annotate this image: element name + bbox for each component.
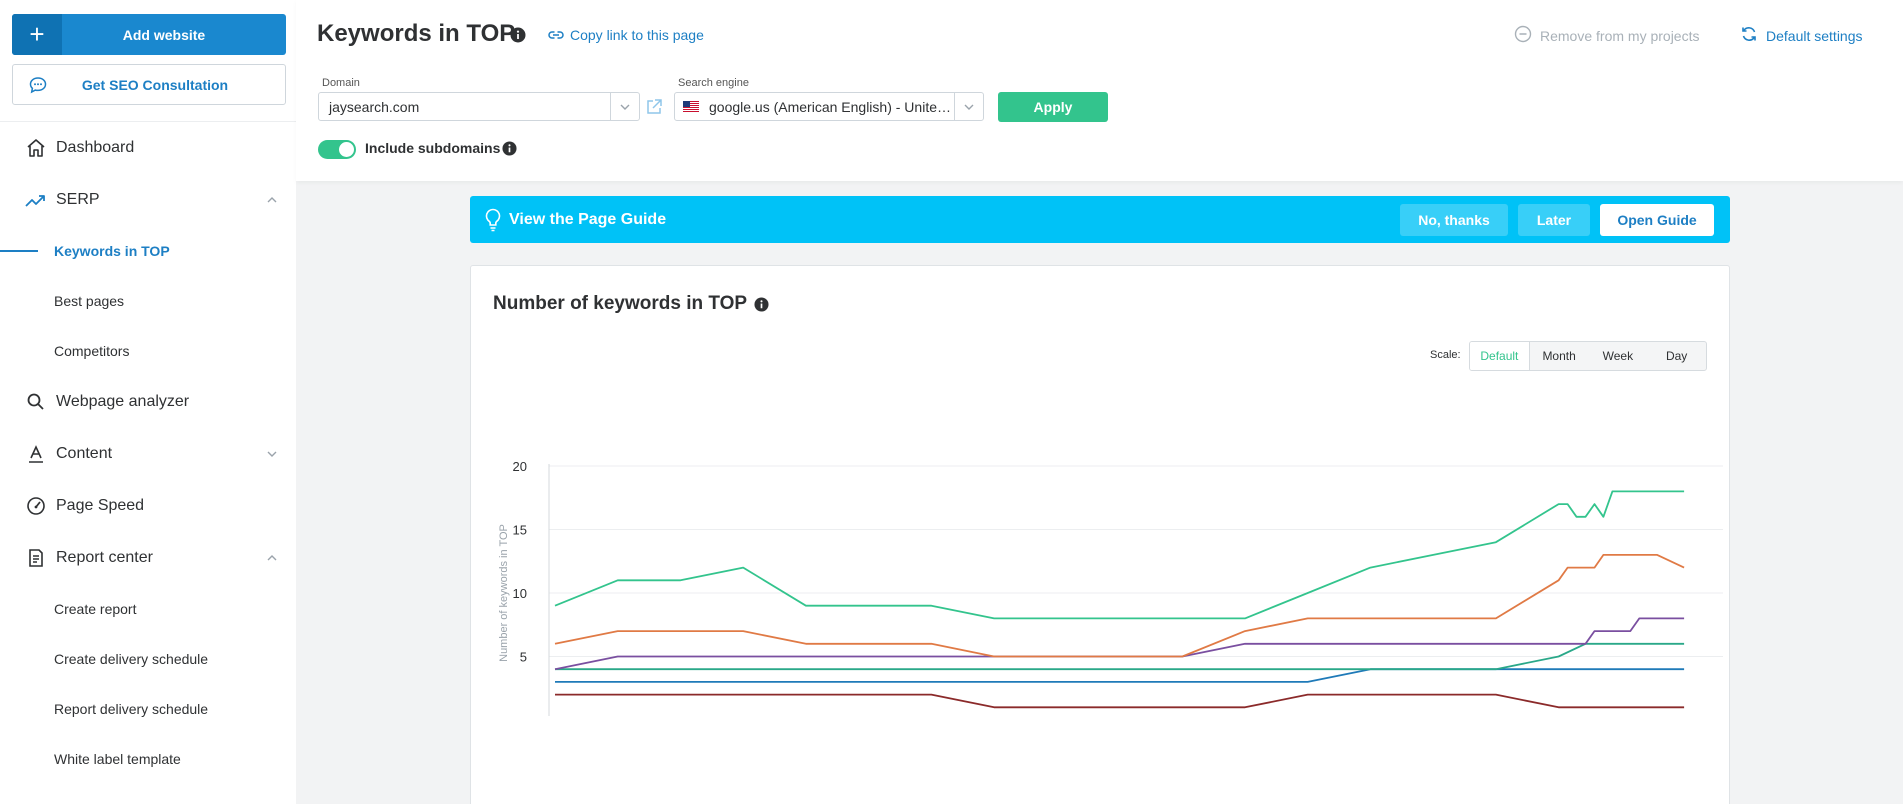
- us-flag-icon: [683, 101, 699, 112]
- plus-icon: +: [12, 14, 62, 55]
- sidebar-item-best-pages[interactable]: Best pages: [54, 293, 125, 309]
- series-line-top-3: [555, 668, 1685, 683]
- keywords-chart-card: Number of keywords in TOP Scale: Default…: [470, 265, 1730, 804]
- chevron-down-icon[interactable]: [954, 93, 983, 120]
- text-format-icon: [0, 444, 56, 464]
- home-icon: [0, 138, 56, 158]
- remove-from-projects-label: Remove from my projects: [1540, 27, 1700, 44]
- scale-label: Scale:: [1430, 349, 1461, 361]
- y-axis-title: Number of keywords in TOP: [498, 524, 510, 662]
- domain-label: Domain: [322, 77, 360, 89]
- chevron-up-icon[interactable]: [248, 196, 296, 204]
- sidebar: + Add website Get SEO Consultation Dashb…: [0, 0, 296, 804]
- scale-option-day[interactable]: Day: [1665, 349, 1688, 363]
- sidebar-item-create-report[interactable]: Create report: [54, 601, 137, 617]
- add-website-button[interactable]: + Add website: [12, 14, 286, 55]
- apply-button[interactable]: Apply: [998, 92, 1108, 122]
- y-tick-label: 5: [520, 650, 527, 665]
- chat-bubble-icon: [13, 76, 63, 94]
- copy-link-button[interactable]: Copy link to this page: [548, 27, 704, 43]
- sidebar-item-label: Page Speed: [56, 497, 145, 514]
- search-engine-select[interactable]: google.us (American English) - United St…: [674, 92, 984, 121]
- toggle-knob: [339, 142, 354, 157]
- page-guide-text: View the Page Guide: [509, 211, 667, 228]
- sidebar-item-create-delivery-schedule[interactable]: Create delivery schedule: [54, 651, 209, 667]
- page-header: Keywords in TOP Copy link to this page R…: [296, 0, 1903, 181]
- sidebar-item-keywords-in-top[interactable]: Keywords in TOP: [54, 243, 170, 259]
- chart-title: Number of keywords in TOP: [493, 293, 748, 314]
- y-tick-label: 20: [513, 459, 527, 474]
- sidebar-item-content[interactable]: Content: [0, 436, 296, 472]
- chevron-up-icon[interactable]: [248, 554, 296, 562]
- sidebar-item-dashboard[interactable]: Dashboard: [0, 130, 296, 166]
- link-icon: [548, 27, 564, 43]
- series-line-top-100: [554, 490, 1685, 620]
- chevron-down-icon[interactable]: [610, 93, 639, 120]
- series-line-top-10: [555, 642, 1685, 671]
- include-subdomains-label: Include subdomains: [365, 140, 501, 156]
- scale-selector: Default Month Week Day: [1469, 341, 1707, 371]
- page-guide-banner: View the Page Guide No, thanks Later Ope…: [470, 196, 1730, 243]
- sidebar-item-page-speed[interactable]: Page Speed: [0, 488, 296, 524]
- y-tick-label: 0: [520, 713, 527, 716]
- no-thanks-button[interactable]: No, thanks: [1400, 204, 1508, 236]
- seo-consultation-button[interactable]: Get SEO Consultation: [12, 64, 286, 105]
- sidebar-item-label: Report center: [56, 549, 153, 566]
- search-icon: [0, 392, 56, 412]
- sidebar-item-competitors[interactable]: Competitors: [54, 343, 130, 359]
- info-icon[interactable]: [754, 296, 769, 312]
- chart-card-title: Number of keywords in TOP: [493, 293, 769, 315]
- external-link-icon[interactable]: [645, 98, 663, 121]
- report-icon: [0, 548, 56, 568]
- trending-up-icon: [0, 192, 56, 208]
- seo-consultation-label: Get SEO Consultation: [81, 76, 229, 93]
- open-guide-button[interactable]: Open Guide: [1600, 204, 1714, 236]
- sidebar-item-label: Dashboard: [56, 139, 135, 156]
- copy-link-label: Copy link to this page: [570, 27, 704, 43]
- search-engine-label: Search engine: [678, 77, 749, 89]
- info-icon[interactable]: [510, 27, 526, 48]
- page-title: Keywords in TOP: [317, 20, 516, 47]
- refresh-icon: [1740, 25, 1758, 46]
- speedometer-icon: [0, 496, 56, 516]
- sidebar-item-webpage-analyzer[interactable]: Webpage analyzer: [0, 384, 296, 420]
- sidebar-item-label: SERP: [56, 191, 100, 208]
- series-line-top-30: [554, 617, 1685, 671]
- lightbulb-icon: [484, 208, 502, 237]
- y-tick-label: 10: [513, 586, 527, 601]
- minus-circle-icon: [1514, 25, 1532, 46]
- later-button[interactable]: Later: [1518, 204, 1590, 236]
- default-settings-button[interactable]: Default settings: [1740, 25, 1863, 46]
- active-indicator: [0, 250, 38, 252]
- scale-option-month[interactable]: Month: [1542, 349, 1576, 363]
- series-line-top-50: [554, 553, 1685, 658]
- sidebar-item-white-label-template[interactable]: White label template: [54, 751, 181, 767]
- sidebar-item-label: Content: [56, 445, 113, 462]
- info-icon[interactable]: [502, 141, 517, 161]
- default-settings-label: Default settings: [1766, 27, 1863, 44]
- remove-from-projects-button[interactable]: Remove from my projects: [1514, 25, 1699, 46]
- include-subdomains-toggle[interactable]: [318, 140, 356, 159]
- sidebar-item-report-center[interactable]: Report center: [0, 540, 296, 576]
- keywords-line-chart: 05101520Number of keywords in TOPJan 23F…: [498, 459, 1723, 716]
- series-line-top-1: [555, 693, 1685, 709]
- sidebar-item-serp[interactable]: SERP: [0, 182, 296, 218]
- y-tick-label: 15: [513, 523, 527, 538]
- add-website-label: Add website: [122, 26, 206, 43]
- search-engine-value: google.us (American English) - United St…: [709, 98, 954, 115]
- chevron-down-icon[interactable]: [248, 450, 296, 458]
- domain-select[interactable]: jaysearch.com: [318, 92, 640, 121]
- scale-option-week[interactable]: Week: [1602, 349, 1634, 363]
- sidebar-item-label: Webpage analyzer: [56, 393, 190, 410]
- sidebar-item-report-delivery-schedule[interactable]: Report delivery schedule: [54, 701, 209, 717]
- sidebar-divider: [0, 121, 296, 122]
- domain-value: jaysearch.com: [329, 98, 420, 115]
- scale-option-default[interactable]: Default: [1470, 342, 1530, 370]
